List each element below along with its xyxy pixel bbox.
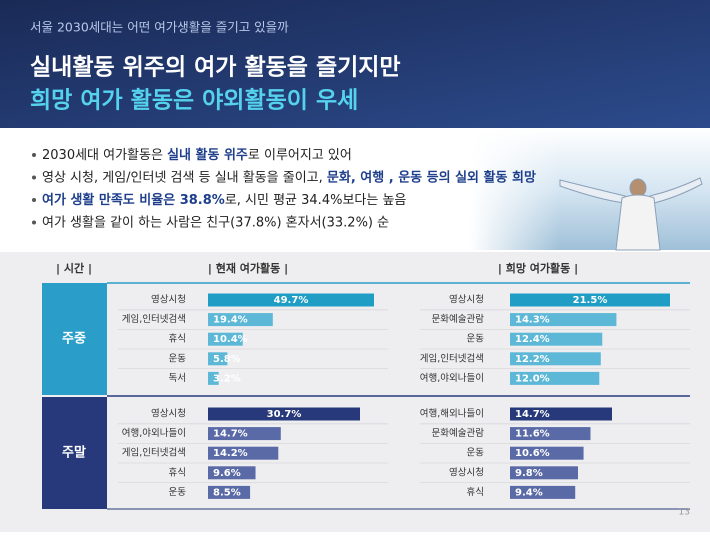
bullet-dot — [32, 220, 36, 225]
category-label: 문화예술관람 — [432, 313, 485, 325]
bullet-part: 2030세대 여가활동은 — [42, 148, 167, 163]
bar — [208, 293, 374, 307]
bar — [208, 352, 228, 366]
category-label: 영상시청 — [449, 467, 484, 478]
bar — [510, 427, 591, 441]
value-label: 5.8% — [213, 354, 241, 365]
category-label: 영상시청 — [449, 295, 484, 306]
bar — [510, 332, 603, 346]
bar — [510, 485, 576, 499]
period-box — [42, 283, 107, 395]
category-label: 여행,야외나들이 — [122, 427, 186, 439]
bullet-part: 문화, 여행 , 운동 등의 실외 활동 희망 — [327, 169, 536, 185]
bar — [510, 407, 612, 421]
column-header: | 현재 여가활동 | — [208, 261, 288, 275]
period-box — [42, 397, 107, 509]
category-label: 운동 — [467, 334, 485, 345]
bar — [208, 485, 251, 499]
subtitle: 서울 2030세대는 어떤 여가생활을 즐기고 있을까 — [30, 20, 289, 35]
bar — [208, 371, 219, 385]
category-label: 휴식 — [169, 334, 186, 345]
column-header: | 시간 | — [56, 261, 92, 275]
category-label: 휴식 — [169, 467, 186, 478]
bar — [510, 293, 670, 307]
category-label: 영상시청 — [151, 409, 186, 420]
value-label: 9.8% — [515, 468, 543, 479]
value-label: 10.4% — [213, 334, 248, 345]
header-band — [0, 0, 710, 128]
value-label: 3.2% — [213, 373, 241, 384]
category-label: 운동 — [169, 353, 187, 364]
value-label: 14.2% — [213, 448, 248, 459]
bullet-text: 2030세대 여가활동은 실내 활동 위주로 이루어지고 있어 — [42, 147, 352, 163]
value-label: 49.7% — [274, 295, 309, 306]
category-label: 운동 — [467, 448, 485, 459]
value-label: 8.5% — [213, 487, 241, 498]
period-label: 주중 — [62, 332, 86, 347]
bullet-part: 로 이루어지고 있어 — [248, 148, 352, 163]
category-label: 게임,인터넷검색 — [420, 352, 484, 364]
value-label: 12.2% — [515, 354, 550, 365]
bar — [208, 407, 360, 421]
bar — [510, 352, 601, 366]
bullet-part: 여가 생활 만족도 비율은 38.8% — [42, 192, 225, 208]
title-line: 실내활동 위주의 여가 활동을 즐기지만 — [30, 55, 401, 81]
value-label: 11.6% — [515, 429, 550, 440]
bullet-text: 영상 시청, 게임/인터넷 검색 등 실내 활동을 줄이고, 문화, 여행 , … — [42, 169, 536, 185]
photo-person — [559, 177, 703, 251]
bar — [208, 313, 273, 327]
category-label: 여행,해외나들이 — [420, 408, 484, 420]
value-label: 21.5% — [573, 295, 608, 306]
bar — [510, 446, 584, 460]
bullet-part: 영상 시청, 게임/인터넷 검색 등 실내 활동을 줄이고, — [42, 170, 327, 185]
category-label: 게임,인터넷검색 — [122, 447, 186, 459]
value-label: 30.7% — [267, 409, 302, 420]
bullet-dot — [32, 175, 36, 180]
value-label: 9.4% — [515, 487, 543, 498]
bar — [510, 371, 600, 385]
value-label: 14.3% — [515, 315, 550, 326]
bullet-part: 로, 시민 평균 34.4%보다는 높음 — [225, 193, 407, 208]
value-label: 10.6% — [515, 448, 550, 459]
category-label: 휴식 — [467, 487, 484, 498]
value-label: 12.4% — [515, 334, 550, 345]
bar — [208, 332, 243, 346]
value-label: 19.4% — [213, 315, 248, 326]
bar — [208, 427, 281, 441]
value-label: 14.7% — [213, 429, 248, 440]
column-header: | 희망 여가활동 | — [498, 261, 578, 275]
bar — [208, 446, 279, 460]
bar — [510, 313, 617, 327]
category-label: 독서 — [169, 373, 186, 384]
value-label: 9.6% — [213, 468, 241, 479]
category-label: 운동 — [169, 487, 187, 498]
value-label: 12.0% — [515, 373, 550, 384]
category-label: 문화예술관람 — [432, 427, 485, 439]
bullet-part: 여가 생활을 같이 하는 사람은 친구(37.8%) 혼자서(33.2%) 순 — [42, 215, 389, 230]
category-label: 영상시청 — [151, 295, 186, 306]
bullet-part: 실내 활동 위주 — [167, 147, 248, 163]
bar — [208, 466, 256, 480]
category-label: 여행,야외나들이 — [420, 372, 484, 384]
value-label: 14.7% — [515, 409, 550, 420]
bullet-dot — [32, 153, 36, 157]
bullet-text: 여가 생활 만족도 비율은 38.8%로, 시민 평균 34.4%보다는 높음 — [42, 192, 406, 208]
period-label: 주말 — [62, 446, 86, 461]
bar — [510, 466, 578, 480]
category-label: 게임,인터넷검색 — [122, 313, 186, 325]
photo-fade — [470, 128, 560, 250]
page-number: 13 — [679, 508, 690, 518]
bullet-text: 여가 생활을 같이 하는 사람은 친구(37.8%) 혼자서(33.2%) 순 — [42, 215, 389, 230]
title-line: 희망 여가 활동은 야외활동이 우세 — [30, 88, 358, 114]
bullet-dot — [32, 198, 36, 202]
